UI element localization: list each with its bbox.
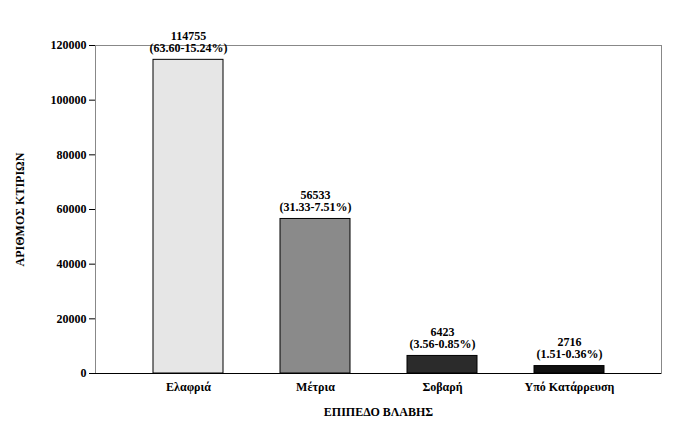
svg-text:2716(1.51-0.36%): 2716(1.51-0.36%) <box>537 335 603 361</box>
svg-text:100000: 100000 <box>51 93 87 107</box>
svg-text:ΑΡΙΘΜΟΣ ΚΤΙΡΙΩΝ: ΑΡΙΘΜΟΣ ΚΤΙΡΙΩΝ <box>13 152 27 266</box>
svg-text:60000: 60000 <box>57 202 87 216</box>
svg-text:Ελαφριά: Ελαφριά <box>166 380 211 394</box>
svg-text:20000: 20000 <box>57 312 87 326</box>
svg-text:80000: 80000 <box>57 148 87 162</box>
svg-text:114755(63.60-15.24%): 114755(63.60-15.24%) <box>150 29 228 55</box>
svg-text:Μέτρια: Μέτρια <box>296 380 335 394</box>
svg-text:40000: 40000 <box>57 257 87 271</box>
svg-text:ΕΠΙΠΕΔΟ ΒΛΑΒΗΣ: ΕΠΙΠΕΔΟ ΒΛΑΒΗΣ <box>324 405 434 419</box>
svg-text:120000: 120000 <box>51 38 87 52</box>
svg-text:56533(31.33-7.51%): 56533(31.33-7.51%) <box>280 188 352 214</box>
svg-text:6423(3.56-0.85%): 6423(3.56-0.85%) <box>410 325 476 351</box>
svg-text:0: 0 <box>81 366 87 380</box>
svg-text:Σοβαρή: Σοβαρή <box>422 380 462 394</box>
svg-text:Υπό Κατάρρευση: Υπό Κατάρρευση <box>525 380 615 394</box>
